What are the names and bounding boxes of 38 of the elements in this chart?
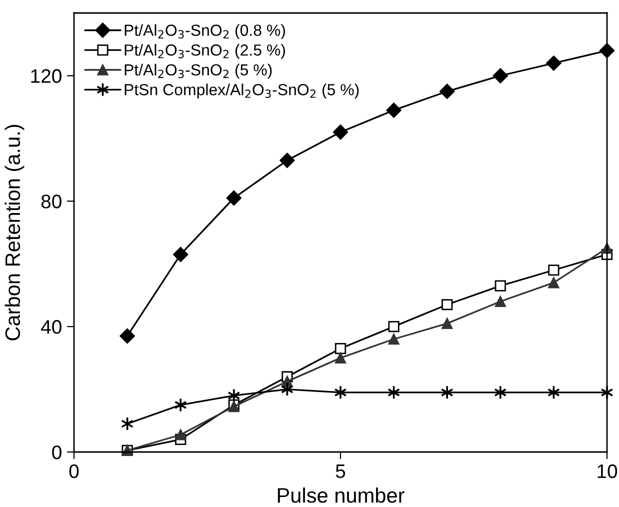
point [173, 246, 188, 262]
point [334, 342, 346, 354]
point [332, 124, 348, 140]
x-tick-label: 5 [336, 464, 346, 478]
point [334, 352, 346, 364]
point [228, 388, 240, 403]
point [386, 102, 402, 118]
legend-label: Pt/Al$_{2}$O$_{3}$-SnO$_{2}$ (0.8 %) [124, 24, 285, 40]
y-tick-label: 40 [41, 320, 62, 334]
x-axis-title: Pulse number [278, 487, 404, 503]
point [440, 385, 454, 400]
y-tick-label: 0 [52, 445, 62, 460]
point [175, 429, 186, 440]
point [548, 277, 560, 288]
point [334, 385, 347, 400]
point [442, 299, 453, 310]
y-axis-title: Carbon Retention (a.u.) [4, 124, 24, 340]
y-tick-label: 80 [41, 194, 62, 208]
x-tick-label: 0 [69, 464, 79, 478]
x-tick-label: 10 [598, 464, 618, 478]
point [388, 321, 400, 332]
point [494, 296, 506, 308]
point [280, 152, 295, 168]
point [494, 385, 507, 400]
point [494, 280, 506, 292]
point [226, 190, 242, 206]
point [492, 68, 508, 84]
point [120, 328, 135, 344]
point [174, 398, 187, 412]
legend-label: Pt/Al$_{2}$O$_{3}$-SnO$_{2}$ (2.5 %) [124, 44, 285, 59]
point [548, 264, 560, 276]
y-tick-label: 120 [31, 69, 62, 83]
point [546, 56, 562, 71]
legend-label: PtSn Complex/Al$_{2}$O$_{3}$-SnO$_{2}$ (5 %) [124, 84, 359, 98]
point [440, 84, 455, 99]
point [388, 334, 400, 345]
point [442, 318, 453, 329]
legend-label: Pt/Al$_{2}$O$_{3}$-SnO$_{2}$ (5 %) [124, 64, 272, 79]
